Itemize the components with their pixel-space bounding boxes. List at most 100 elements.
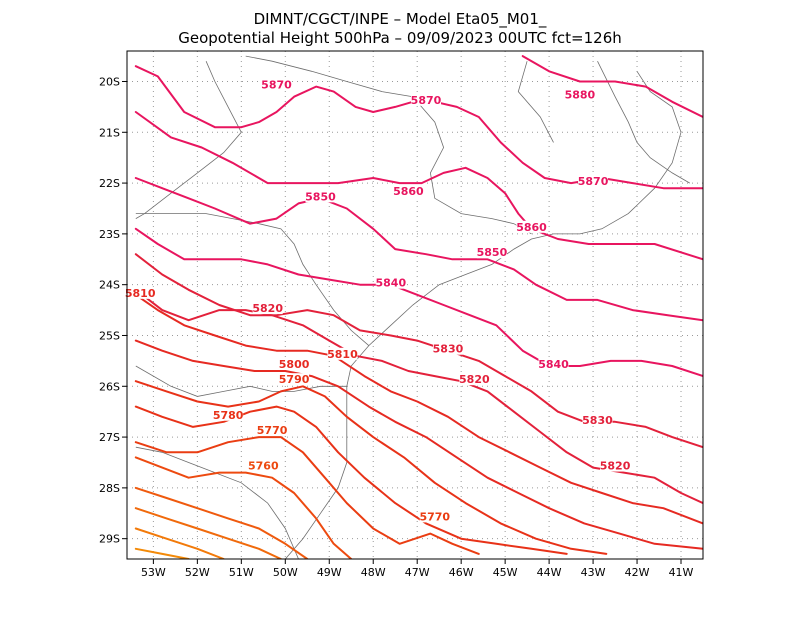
y-tick-label: 26S	[99, 380, 120, 393]
contour-label-bg	[252, 302, 283, 315]
y-tick-label: 23S	[99, 228, 120, 241]
contour-label: 5820	[252, 302, 283, 315]
contour-label: 5820	[600, 460, 631, 473]
contour-5860	[134, 111, 703, 261]
contour-5740	[134, 507, 282, 559]
contour-label: 5770	[257, 424, 288, 437]
contour-label-bg	[516, 220, 547, 233]
contour-5800	[134, 339, 703, 550]
contour-5720	[134, 547, 190, 559]
contour-label-bg	[248, 459, 279, 472]
contour-label: 5840	[538, 358, 569, 371]
contour-5840	[134, 227, 703, 378]
y-tick-label: 27S	[99, 431, 120, 444]
x-tick-label: 45W	[493, 566, 518, 579]
contour-label-bg	[578, 175, 609, 188]
contour-label: 5810	[327, 348, 358, 361]
state-border	[135, 365, 347, 397]
x-tick-label: 50W	[273, 566, 298, 579]
contour-label: 5860	[516, 221, 547, 234]
y-tick-label: 22S	[99, 177, 120, 190]
contour-5850	[134, 177, 703, 322]
x-tick-label: 47W	[405, 566, 430, 579]
x-tick-label: 49W	[317, 566, 342, 579]
contour-label-bg	[538, 357, 569, 370]
y-tick-label: 24S	[99, 279, 120, 292]
x-tick-label: 46W	[449, 566, 474, 579]
contour-label-bg	[564, 88, 595, 101]
contour-5870	[134, 65, 703, 190]
y-tick-label: 20S	[99, 75, 120, 88]
state-border	[135, 213, 370, 346]
state-border	[245, 55, 532, 235]
contour-label-bg	[279, 373, 310, 386]
state-border	[135, 446, 299, 559]
contour-label-bg	[459, 373, 490, 386]
contour-label: 5880	[565, 89, 596, 102]
grid-lines	[127, 51, 703, 559]
contour-5790	[134, 380, 608, 555]
contour-label: 5830	[433, 343, 464, 356]
contour-label-bg	[375, 276, 406, 289]
contour-label-bg	[410, 93, 441, 106]
contour-label: 5800	[279, 358, 310, 371]
contour-5770	[134, 436, 480, 555]
contour-label-bg	[393, 185, 424, 198]
contour-lines	[134, 55, 703, 559]
contour-label: 5850	[305, 190, 336, 203]
contour-5810	[134, 293, 703, 525]
contour-label-bg	[213, 408, 244, 421]
y-tick-label: 21S	[99, 126, 120, 139]
x-tick-label: 41W	[669, 566, 694, 579]
state-border	[135, 61, 242, 219]
contour-label-bg	[432, 342, 463, 355]
contour-label: 5870	[411, 94, 442, 107]
title-line-2: Geopotential Height 500hPa – 09/09/2023 …	[178, 29, 622, 47]
x-tick-label: 42W	[625, 566, 650, 579]
contour-label: 5870	[261, 79, 292, 92]
title-line-1: DIMNT/CGCT/INPE – Model Eta05_M01_	[254, 10, 547, 29]
contour-5750	[134, 486, 309, 559]
x-axis-ticks: 53W 52W 51W 50W 49W 48W 47W 46W 45W 44W 43W 42W 41W	[141, 559, 694, 579]
contour-label: 5810	[125, 287, 156, 300]
contour-label: 5870	[578, 175, 609, 188]
contour-labels: 5870 5870 5880 5870 5860 5860 5850 5850 5840 5840…	[125, 78, 631, 523]
contour-label-bg	[125, 286, 156, 299]
contour-label-bg	[582, 413, 613, 426]
map-lines	[135, 55, 691, 559]
contour-label: 5840	[376, 277, 407, 290]
x-tick-label: 48W	[361, 566, 386, 579]
contour-label: 5830	[582, 414, 613, 427]
x-tick-label: 44W	[537, 566, 562, 579]
contour-label-bg	[476, 246, 507, 259]
contour-label: 5790	[279, 373, 310, 386]
contour-label: 5760	[248, 460, 279, 473]
x-tick-label: 52W	[185, 566, 210, 579]
contour-5760	[134, 456, 353, 559]
contour-label: 5860	[393, 185, 424, 198]
contour-label-bg	[327, 347, 358, 360]
state-border	[517, 61, 554, 143]
contour-label: 5780	[213, 409, 244, 422]
contour-label-bg	[305, 190, 336, 203]
state-border	[597, 61, 691, 184]
contour-5780	[134, 405, 568, 555]
contour-label-bg	[279, 357, 310, 370]
contour-label: 5820	[459, 373, 490, 386]
contour-label: 5850	[477, 246, 508, 259]
coastline	[284, 71, 682, 559]
contour-label-bg	[419, 510, 450, 523]
plot-frame	[126, 50, 704, 560]
contour-label-bg	[600, 459, 631, 472]
contour-label-bg	[261, 78, 292, 91]
y-axis-ticks: 20S 21S 22S 23S 24S 25S 26S 27S 28S 29S	[99, 75, 127, 546]
x-tick-label: 51W	[229, 566, 254, 579]
y-tick-label: 25S	[99, 329, 120, 342]
contour-label-bg	[257, 424, 288, 436]
x-tick-label: 53W	[141, 566, 166, 579]
y-tick-label: 28S	[99, 482, 120, 495]
contour-5880	[521, 55, 703, 118]
contour-5730	[134, 527, 225, 559]
x-tick-label: 43W	[581, 566, 606, 579]
